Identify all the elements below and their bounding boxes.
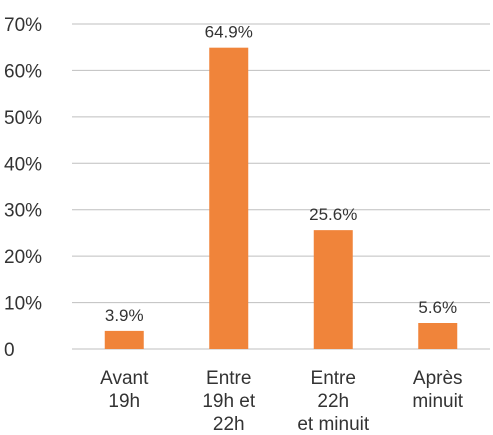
category-label-2: Entre 22h et minuit	[297, 368, 370, 435]
y-tick-label-20: 20%	[4, 247, 42, 268]
y-tick-label-50: 50%	[4, 108, 42, 129]
category-label-line: Après	[413, 368, 463, 389]
data-labels: 3.9% 64.9% 25.6% 5.6%	[105, 23, 457, 325]
category-label-line: Avant	[100, 368, 149, 389]
y-tick-label-60: 60%	[4, 61, 42, 82]
data-label-3: 5.6%	[418, 298, 457, 317]
category-label-0: Avant 19h	[100, 368, 149, 412]
category-label-line: 19h et	[202, 391, 256, 412]
category-label-line: Entre	[311, 368, 356, 389]
category-label-line: Entre	[206, 368, 251, 389]
y-tick-label-10: 10%	[4, 294, 42, 315]
data-label-0: 3.9%	[105, 306, 144, 325]
y-axis-tick-labels: 0 10% 20% 30% 40% 50% 60% 70%	[4, 15, 42, 361]
y-tick-label-30: 30%	[4, 201, 42, 222]
y-tick-label-0: 0	[4, 340, 15, 361]
category-label-line: 22h	[213, 414, 245, 435]
bar-2	[313, 230, 353, 349]
bar-3	[418, 323, 458, 349]
y-tick-label-40: 40%	[4, 154, 42, 175]
category-label-line: minuit	[412, 391, 463, 412]
data-label-2: 25.6%	[309, 205, 357, 224]
category-label-line: 22h	[317, 391, 349, 412]
data-label-1: 64.9%	[205, 23, 253, 42]
gridlines	[72, 23, 490, 350]
bars	[104, 47, 458, 350]
category-label-3: Après minuit	[412, 368, 463, 412]
category-label-line: et minuit	[297, 414, 370, 435]
category-label-1: Entre 19h et 22h	[202, 368, 256, 435]
y-tick-label-70: 70%	[4, 15, 42, 36]
bar-1	[209, 47, 249, 350]
category-label-line: 19h	[108, 391, 140, 412]
bar-0	[104, 330, 144, 349]
